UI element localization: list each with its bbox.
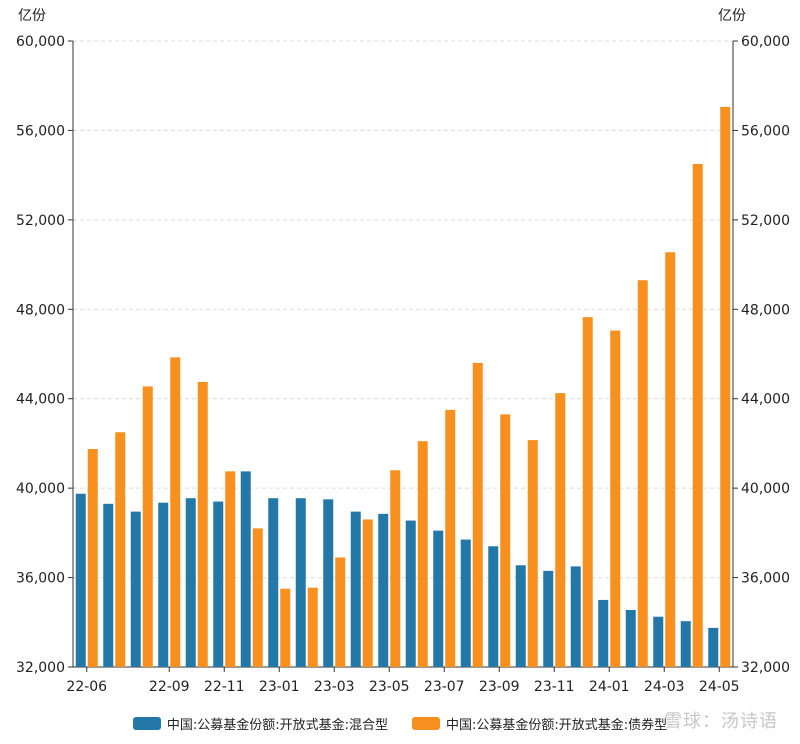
y-tick-label-left: 60,000 — [16, 34, 65, 50]
legend-label-hybrid: 中国:公募基金份额:开放式基金:混合型 — [166, 718, 388, 733]
bar-bond — [500, 414, 511, 667]
x-tick-label: 23-03 — [314, 679, 355, 695]
bar-hybrid — [515, 565, 526, 667]
grid-lines — [73, 40, 733, 579]
bar-hybrid — [75, 493, 86, 667]
x-tick-label: 23-11 — [534, 679, 575, 695]
x-tick-label: 24-01 — [589, 679, 630, 695]
bar-hybrid — [708, 627, 719, 667]
y-tick-label-left: 56,000 — [16, 123, 65, 139]
bar-hybrid — [103, 503, 114, 667]
x-tick-label: 22-09 — [149, 679, 190, 695]
bar-hybrid — [268, 498, 279, 667]
bar-hybrid — [323, 499, 334, 667]
bar-bond — [197, 381, 208, 667]
bar-bond — [472, 362, 483, 667]
bar-hybrid — [295, 498, 306, 667]
x-tick-label: 22-11 — [204, 679, 245, 695]
x-tick-label: 24-05 — [699, 679, 740, 695]
y-tick-label-right: 56,000 — [741, 123, 790, 139]
legend: 中国:公募基金份额:开放式基金:混合型 中国:公募基金份额:开放式基金:债券型 — [0, 714, 800, 733]
legend-swatch-bond — [412, 717, 440, 730]
bar-bond — [87, 449, 98, 667]
bar-bond — [445, 409, 456, 667]
y-tick-label-right: 60,000 — [741, 34, 790, 50]
tick-labels: 32,000 32,000 36,000 36,000 40,000 40,000 44,0… — [16, 34, 790, 695]
bar-hybrid — [570, 566, 581, 667]
y-tick-label-right: 40,000 — [741, 481, 790, 497]
legend-swatch-hybrid — [132, 717, 161, 730]
bar-bond — [665, 252, 676, 667]
bar-bond — [555, 393, 566, 667]
bar-hybrid — [240, 471, 251, 667]
y-tick-label-left: 52,000 — [16, 213, 65, 229]
bar-bond — [280, 588, 291, 667]
axes: 亿份 亿份 — [18, 8, 746, 672]
y-tick-label-right: 52,000 — [741, 213, 790, 229]
bar-hybrid — [158, 502, 169, 667]
bar-bond — [335, 557, 346, 667]
bar-bond — [527, 440, 538, 667]
bar-bond — [362, 519, 373, 667]
bar-hybrid — [405, 520, 416, 667]
y-tick-label-left: 36,000 — [16, 571, 65, 587]
x-tick-label: 22-06 — [66, 679, 107, 695]
bar-bond — [582, 317, 593, 667]
y-tick-label-left: 32,000 — [16, 660, 65, 676]
y-tick-label-left: 44,000 — [16, 392, 65, 408]
bar-hybrid — [680, 621, 691, 667]
bar-bond — [170, 357, 181, 667]
bar-hybrid — [213, 501, 224, 667]
x-tick-label: 23-07 — [424, 679, 465, 695]
legend-item-bond[interactable]: 中国:公募基金份额:开放式基金:债券型 — [412, 714, 667, 733]
bar-hybrid — [433, 530, 444, 667]
bar-bond — [417, 441, 428, 667]
bars — [75, 106, 731, 668]
legend-item-hybrid[interactable]: 中国:公募基金份额:开放式基金:混合型 — [132, 714, 388, 733]
bar-hybrid — [598, 599, 609, 667]
x-tick-label: 23-09 — [479, 679, 520, 695]
y-tick-label-right: 48,000 — [741, 302, 790, 318]
x-tick-label: 23-05 — [369, 679, 410, 695]
bar-bond — [252, 528, 263, 667]
y-tick-label-left: 48,000 — [16, 302, 65, 318]
bar-hybrid — [488, 546, 499, 667]
bar-bond — [720, 106, 731, 668]
bar-hybrid — [130, 511, 141, 667]
bar-bond — [610, 330, 621, 667]
bar-chart: 亿份 亿份 32,000 32,000 36,000 36,000 40,000 40,0… — [16, 8, 790, 695]
bar-hybrid — [543, 570, 554, 667]
y-tick-label-left: 40,000 — [16, 481, 65, 497]
bar-bond — [115, 432, 126, 667]
bar-hybrid — [378, 513, 389, 667]
y-tick-label-right: 32,000 — [741, 660, 790, 676]
bar-bond — [390, 470, 401, 667]
bar-bond — [307, 587, 318, 667]
bar-bond — [225, 471, 236, 667]
bar-bond — [637, 280, 648, 667]
x-tick-label: 23-01 — [259, 679, 300, 695]
y-tick-label-right: 44,000 — [741, 392, 790, 408]
x-tick-label: 24-03 — [644, 679, 685, 695]
legend-label-bond: 中国:公募基金份额:开放式基金:债券型 — [446, 718, 668, 733]
bar-hybrid — [185, 498, 196, 667]
bar-hybrid — [653, 616, 664, 667]
right-unit-label: 亿份 — [718, 8, 746, 24]
bar-bond — [142, 386, 153, 667]
y-tick-label-right: 36,000 — [741, 571, 790, 587]
bar-bond — [692, 163, 703, 667]
bar-hybrid — [460, 539, 471, 667]
watermark: 雪球：汤诗语 — [664, 711, 778, 732]
left-unit-label: 亿份 — [18, 8, 46, 24]
bar-hybrid — [625, 609, 636, 667]
bar-hybrid — [350, 511, 361, 667]
